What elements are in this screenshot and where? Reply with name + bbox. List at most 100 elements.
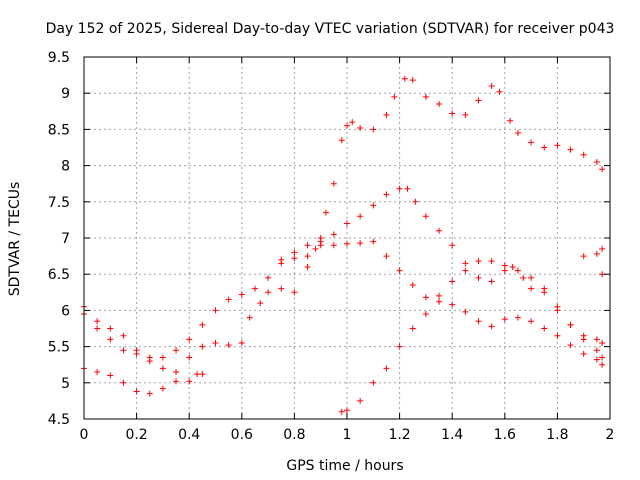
- y-axis-label: SDTVAR / TECUs: [7, 182, 23, 297]
- data-point: [120, 379, 127, 386]
- data-point: [173, 347, 180, 354]
- data-point: [404, 185, 411, 192]
- data-point: [528, 139, 535, 146]
- data-point: [593, 336, 600, 343]
- data-point: [541, 325, 548, 332]
- data-point: [357, 397, 364, 404]
- data-point: [173, 368, 180, 375]
- data-point: [330, 180, 337, 187]
- data-point: [436, 292, 443, 299]
- data-point: [291, 249, 298, 256]
- data-point: [94, 368, 101, 375]
- data-point: [475, 258, 482, 265]
- data-point: [501, 316, 508, 323]
- data-point: [422, 294, 429, 301]
- y-tick-label: 6: [61, 303, 70, 319]
- data-point: [593, 356, 600, 363]
- data-point: [475, 274, 482, 281]
- data-point: [514, 130, 521, 137]
- x-axis-label: GPS time / hours: [286, 458, 403, 474]
- data-point: [488, 82, 495, 89]
- data-point: [501, 262, 508, 269]
- data-point: [344, 407, 350, 414]
- data-point: [304, 242, 311, 249]
- x-tick-label: 1.4: [441, 427, 463, 443]
- data-point: [401, 75, 408, 82]
- data-point: [488, 323, 495, 330]
- data-point: [107, 325, 114, 332]
- data-point: [567, 146, 574, 153]
- data-point: [349, 119, 356, 126]
- data-point: [599, 361, 606, 368]
- data-point: [396, 267, 403, 274]
- y-tick-label: 9.5: [48, 50, 70, 66]
- data-point: [338, 137, 345, 144]
- data-point: [449, 242, 456, 249]
- data-point: [409, 325, 416, 332]
- y-tick-label: 5.5: [48, 340, 70, 356]
- x-tick-label: 2: [606, 427, 615, 443]
- data-point: [312, 245, 319, 252]
- data-point: [186, 354, 193, 361]
- data-point: [212, 307, 219, 314]
- data-point: [593, 250, 600, 257]
- data-point: [520, 274, 527, 281]
- series-track-b: [81, 238, 606, 375]
- x-tick-label: 1: [343, 427, 352, 443]
- data-point: [496, 88, 503, 95]
- series-track-a: [81, 185, 606, 365]
- data-point: [528, 274, 535, 281]
- data-point: [391, 93, 398, 100]
- data-point: [265, 289, 272, 296]
- data-point: [107, 372, 114, 379]
- data-point: [383, 365, 390, 372]
- data-point: [159, 354, 166, 361]
- x-tick-label: 0.2: [125, 427, 147, 443]
- y-tick-label: 7: [61, 231, 70, 247]
- data-points: [81, 75, 606, 415]
- data-point: [344, 122, 350, 129]
- data-point: [599, 354, 606, 361]
- y-tick-label: 6.5: [48, 267, 70, 283]
- data-point: [599, 339, 606, 346]
- data-point: [514, 314, 521, 321]
- data-point: [212, 339, 219, 346]
- data-point: [357, 213, 364, 220]
- data-point: [475, 318, 482, 325]
- data-point: [383, 111, 390, 118]
- data-point: [133, 388, 140, 395]
- data-point: [449, 301, 456, 308]
- x-tick-label: 0.8: [283, 427, 305, 443]
- data-point: [462, 267, 469, 274]
- x-tick-label: 1.2: [388, 427, 410, 443]
- data-point: [146, 390, 153, 397]
- data-point: [462, 111, 469, 118]
- data-point: [567, 321, 574, 328]
- data-point: [94, 325, 101, 332]
- x-tick-label: 1.8: [546, 427, 568, 443]
- data-point: [278, 285, 285, 292]
- x-tick-label: 1.6: [494, 427, 516, 443]
- data-point: [291, 289, 298, 296]
- data-point: [567, 342, 574, 349]
- y-tick-label: 5: [61, 376, 70, 392]
- data-point: [344, 220, 350, 227]
- data-point: [580, 253, 587, 260]
- data-point: [580, 350, 587, 357]
- data-point: [383, 191, 390, 198]
- data-point: [436, 298, 443, 305]
- data-point: [593, 347, 600, 354]
- data-point: [541, 144, 548, 151]
- data-point: [173, 378, 180, 385]
- chart-title: Day 152 of 2025, Sidereal Day-to-day VTE…: [46, 21, 615, 37]
- data-point: [159, 385, 166, 392]
- data-point: [422, 311, 429, 318]
- data-point: [330, 242, 337, 249]
- data-point: [462, 308, 469, 315]
- data-point: [94, 318, 101, 325]
- data-point: [159, 365, 166, 372]
- data-point: [225, 342, 232, 349]
- data-point: [225, 296, 232, 303]
- data-point: [422, 213, 429, 220]
